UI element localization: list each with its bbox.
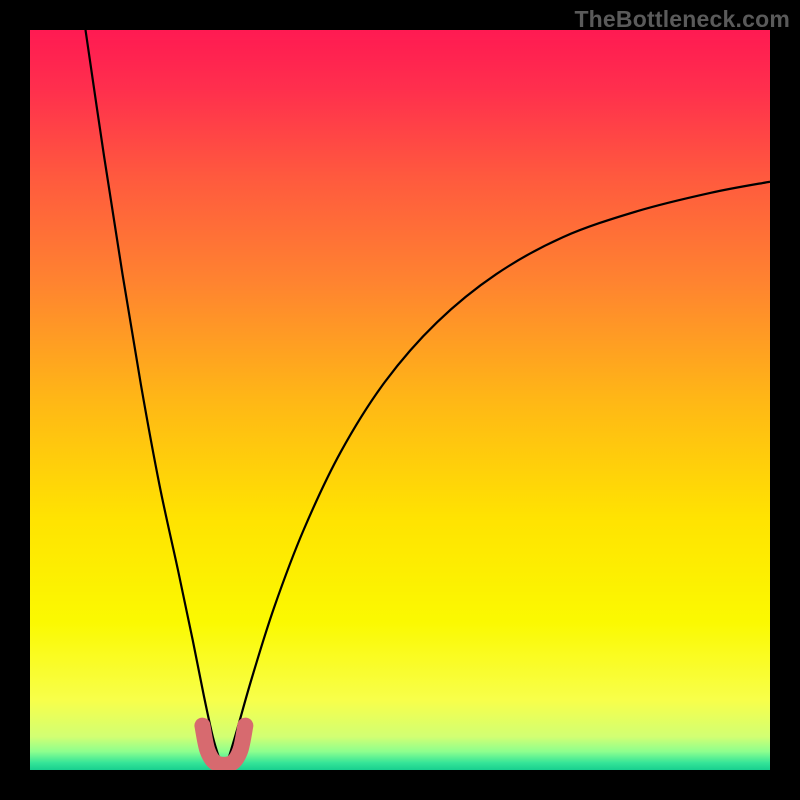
watermark-text: TheBottleneck.com	[574, 6, 790, 33]
bottleneck-chart	[30, 30, 770, 770]
outer-frame: TheBottleneck.com	[0, 0, 800, 800]
plot-background	[30, 30, 770, 770]
